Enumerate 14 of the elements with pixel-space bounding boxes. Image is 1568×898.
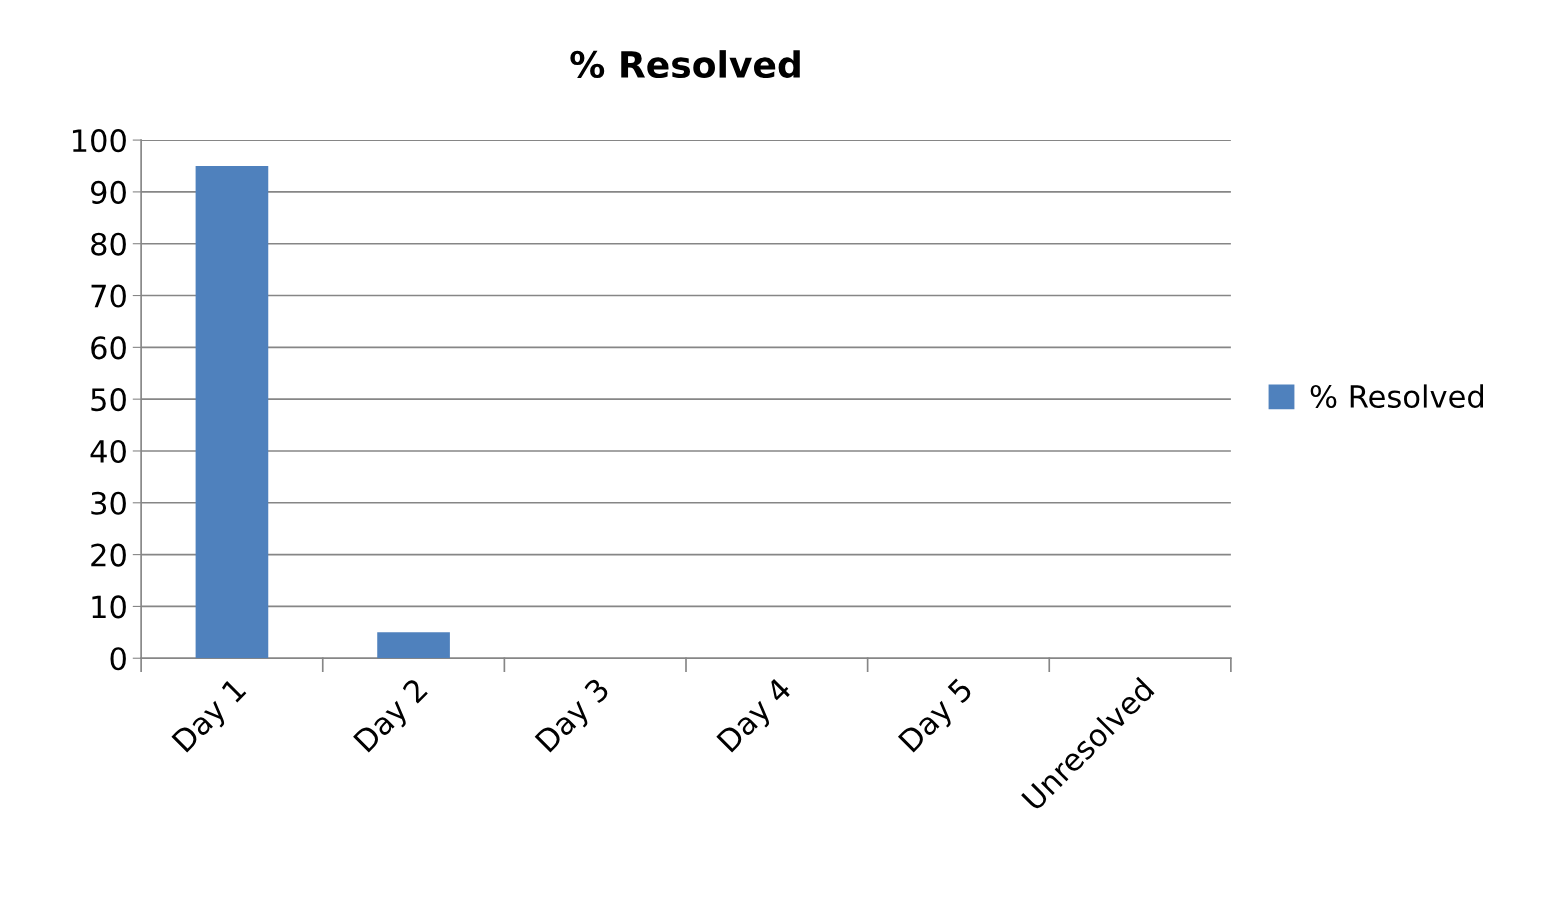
y-tick-label: 20	[91, 543, 126, 567]
y-tick-label: 10	[92, 595, 126, 619]
y-tick-label: 40	[90, 439, 126, 464]
y-tick-label: 80	[91, 232, 126, 256]
y-tick-label: 0	[110, 647, 126, 671]
y-tick-label: 100	[72, 129, 126, 153]
y-tick-label: 50	[91, 388, 126, 412]
y-tick-label: 60	[91, 336, 126, 360]
legend-label: % Resolved	[1310, 384, 1483, 409]
x-tick-label: Day 4	[716, 676, 797, 757]
y-tick-label: 90	[90, 180, 126, 204]
chart-title: % Resolved	[570, 50, 800, 79]
y-tick-label: 30	[91, 491, 126, 515]
y-tick-label: 70	[91, 284, 126, 308]
